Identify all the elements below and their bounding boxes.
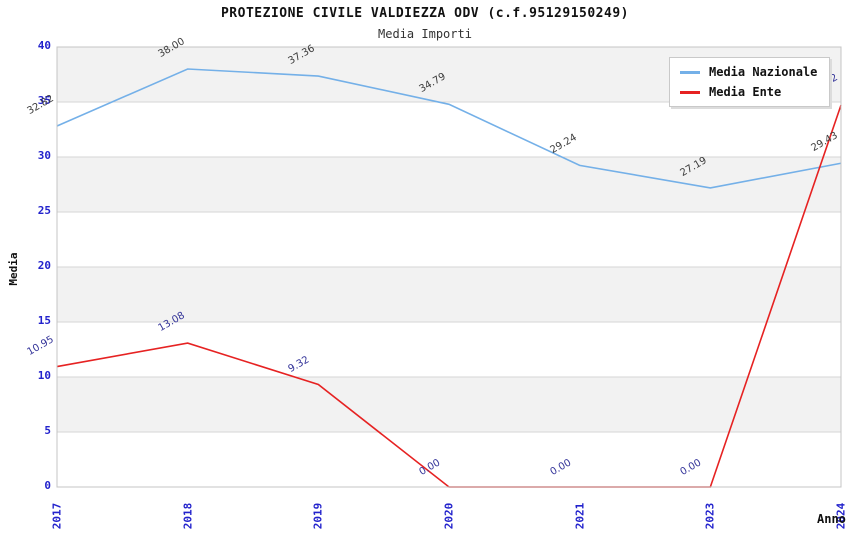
legend-label-media-ente: Media Ente	[709, 85, 782, 99]
x-tick-label: 2019	[311, 502, 325, 530]
band-rect	[57, 267, 841, 322]
x-tick-label: 2018	[181, 502, 195, 530]
x-tick-label: 2023	[703, 502, 717, 530]
y-tick-label: 5	[44, 424, 51, 437]
y-tick-label: 25	[37, 204, 51, 217]
y-tick-label: 40	[37, 39, 51, 52]
chart-subtitle: Media Importi	[378, 27, 472, 41]
chart-title: PROTEZIONE CIVILE VALDIEZZA ODV (c.f.951…	[220, 6, 629, 21]
y-tick-label: 0	[44, 479, 51, 492]
y-tick-label: 30	[37, 149, 51, 162]
legend-item-media-nazionale: Media Nazionale	[680, 65, 817, 79]
media-nazionale-line-swatch	[680, 70, 700, 74]
y-axis-title: Media	[7, 252, 20, 286]
band-rect	[57, 377, 841, 432]
band-rect	[57, 157, 841, 212]
x-tick-label: 2020	[442, 502, 456, 530]
y-tick-label: 10	[37, 369, 51, 382]
legend-item-media-ente: Media Ente	[680, 85, 817, 99]
x-tick-label: 2017	[50, 502, 64, 530]
media-ente-line-swatch	[680, 90, 700, 94]
legend-label-media-nazionale: Media Nazionale	[709, 65, 818, 79]
legend: Media Nazionale Media Ente	[669, 57, 831, 107]
y-tick-label: 15	[37, 314, 51, 327]
plot-border	[56, 46, 842, 488]
y-tick-label: 20	[37, 259, 51, 272]
series-line-media-nazionale	[56, 68, 842, 189]
y-tick-label: 35	[37, 94, 51, 107]
x-axis-title: Anno	[817, 512, 846, 526]
x-tick-label: 2021	[573, 502, 587, 530]
